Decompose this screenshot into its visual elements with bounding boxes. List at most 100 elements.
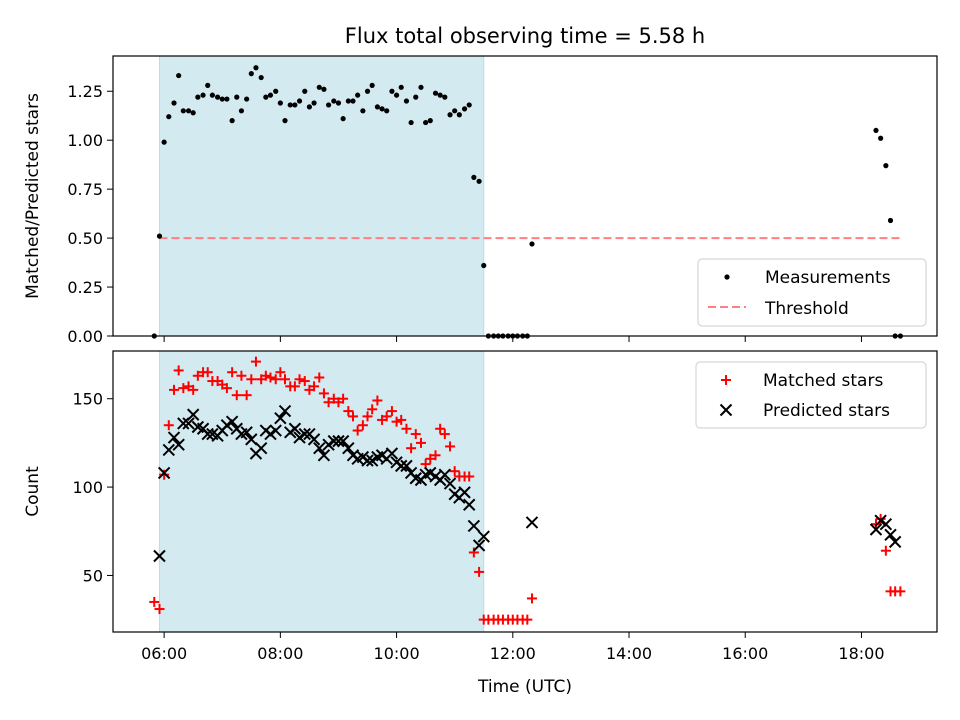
legend-predicted-label: Predicted stars	[763, 401, 890, 421]
measurement-point	[873, 127, 879, 134]
predicted-star-point	[317, 449, 331, 462]
matched-star-point	[474, 566, 485, 577]
matched-star-point	[318, 388, 329, 399]
matched-star-point	[250, 356, 261, 367]
measurement-point	[248, 71, 254, 77]
measurement-point	[432, 90, 439, 96]
measurement-point	[209, 92, 215, 98]
matched-star-point	[265, 372, 276, 383]
matched-star-point	[526, 593, 537, 604]
matched-star-point	[221, 383, 232, 394]
y-tick-label: 150	[72, 390, 103, 409]
predicted-star-point	[307, 433, 321, 446]
predicted-star-point	[278, 404, 292, 418]
matched-star-point	[386, 406, 397, 417]
matched-star-point	[367, 404, 378, 415]
count-panel-legend: Matched stars Predicted stars	[695, 361, 927, 429]
matched-star-point	[192, 370, 203, 381]
matched-star-point	[381, 411, 392, 422]
matched-star-point	[149, 596, 160, 607]
matched-star-point	[880, 545, 891, 556]
ratio-panel-frame	[112, 55, 938, 337]
measurement-point	[238, 108, 245, 114]
x-tick-label: 16:00	[722, 644, 768, 663]
matched-star-point	[260, 370, 271, 381]
measurement-point	[214, 94, 221, 100]
predicted-star-point	[153, 549, 166, 563]
measurement-point	[316, 84, 322, 90]
matched-star-point	[357, 420, 368, 431]
matched-star-point	[159, 469, 170, 480]
matched-star-point	[275, 367, 286, 378]
legend-measurements-label: Measurements	[765, 268, 891, 288]
measurement-point	[244, 96, 250, 102]
ratio-panel-ticks: 0.00 0.25 0.50 0.75 1.00 1.25	[67, 82, 862, 346]
matched-star-point	[178, 383, 189, 394]
measurement-point	[389, 88, 395, 94]
measurement-point	[234, 94, 240, 100]
measurement-point	[335, 100, 342, 106]
measurement-point	[369, 82, 375, 88]
measurement-point	[263, 94, 269, 100]
matched-star-point	[406, 443, 417, 454]
legend-box	[697, 258, 927, 327]
measurement-point	[427, 118, 433, 124]
ratio-panel: 0.00 0.25 0.50 0.75 1.00 1.25 Matched/Predict…	[23, 55, 938, 346]
legend-plus-glyph	[721, 375, 731, 385]
observing-window-shade	[158, 350, 485, 633]
measurement-point	[355, 92, 361, 98]
measurement-point	[331, 98, 337, 104]
matched-star-point	[246, 374, 257, 385]
predicted-star-point	[264, 427, 277, 441]
legend-matched-label: Matched stars	[763, 371, 883, 391]
legend-cross-glyph	[719, 403, 733, 417]
x-tick-label: 06:00	[141, 644, 187, 663]
y-tick-label: 0.00	[67, 327, 103, 346]
matched-star-point	[425, 453, 436, 464]
measurement-point	[883, 163, 889, 169]
matched-star-point	[445, 441, 456, 452]
predicted-star-point	[472, 539, 486, 552]
matched-star-point	[163, 420, 174, 431]
predicted-star-point	[225, 415, 239, 428]
matched-star-point	[227, 367, 238, 378]
matched-star-point	[188, 384, 199, 395]
matched-star-point	[401, 423, 412, 434]
count-panel-ylabel: Count	[23, 466, 43, 517]
matched-star-point	[449, 466, 460, 477]
measurement-point	[273, 88, 279, 94]
x-tick-label: 18:00	[838, 644, 884, 663]
measurement-point	[452, 108, 458, 114]
predicted-star-point	[395, 459, 408, 473]
predicted-star-point	[274, 411, 287, 425]
predicted-star-point	[525, 516, 539, 529]
ratio-panel-legend: Measurements Threshold	[697, 258, 927, 327]
matched-star-point	[236, 370, 247, 381]
matched-star-point	[173, 365, 184, 376]
measurement-point	[476, 178, 482, 184]
measurement-point	[166, 114, 172, 120]
legend-matched-marker	[721, 375, 731, 385]
matched-star-point	[435, 423, 446, 434]
measurement-point	[437, 92, 443, 98]
predicted-star-point	[332, 434, 345, 448]
predicted-star-point	[269, 424, 282, 437]
predicted-star-point	[313, 441, 326, 455]
predicted-star-point	[385, 447, 399, 460]
measurement-point	[171, 100, 177, 106]
y-tick-label: 1.00	[67, 131, 103, 150]
measurement-point	[161, 139, 167, 145]
count-panel-ticks: 06:00 08:00 10:00 12:00 14:00 16:00 18:00 50 100…	[72, 390, 884, 663]
predicted-star-point	[298, 427, 311, 441]
predicted-star-point	[400, 459, 413, 473]
measurement-point	[340, 116, 346, 122]
predicted-star-point	[322, 438, 335, 451]
y-tick-label: 1.25	[67, 82, 103, 101]
matched-star-point	[372, 395, 383, 406]
predicted-star-point	[293, 431, 306, 444]
matched-star-point	[522, 614, 533, 625]
predicted-star-point	[888, 535, 902, 549]
matched-star-point	[464, 471, 475, 482]
measurement-point	[219, 96, 225, 102]
measurement-point	[267, 92, 274, 98]
